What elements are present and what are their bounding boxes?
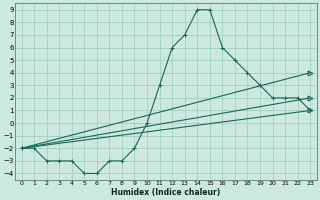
X-axis label: Humidex (Indice chaleur): Humidex (Indice chaleur) [111, 188, 220, 197]
